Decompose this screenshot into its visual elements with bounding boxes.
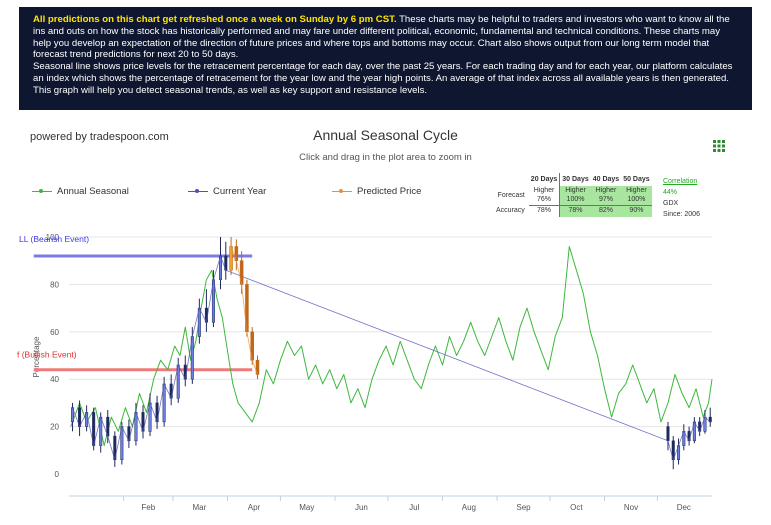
header-50-days: 50 Days bbox=[623, 176, 650, 183]
annual-seasonal-series bbox=[70, 246, 713, 447]
x-tick-label: Dec bbox=[677, 503, 691, 512]
level-lines: LL (Bearish Event) f (Bullish Event) bbox=[17, 234, 253, 372]
current-year-series bbox=[71, 237, 712, 470]
x-tick-label: Jun bbox=[355, 503, 368, 512]
y-tick-label: 0 bbox=[55, 470, 60, 479]
x-axis: Feb Mar Apr May Jun Jul Aug Sep Oct Nov Dec bbox=[69, 495, 712, 512]
bullish-level-label: f (Bullish Event) bbox=[17, 350, 77, 360]
current-year-candle bbox=[708, 416, 712, 423]
predicted-price-series bbox=[229, 237, 260, 380]
correlation-value: 44% bbox=[663, 189, 678, 196]
legend-line-icon bbox=[32, 188, 52, 193]
x-tick-label: May bbox=[299, 503, 314, 512]
forecast-row-label: Forecast bbox=[497, 191, 525, 199]
y-tick-label: 80 bbox=[50, 280, 59, 289]
bearish-level-label: LL (Bearish Event) bbox=[19, 234, 89, 244]
x-tick-label: Apr bbox=[248, 503, 261, 512]
x-tick-label: Oct bbox=[570, 503, 583, 512]
legend-label: Predicted Price bbox=[357, 186, 422, 197]
info-text-1: These charts may be helpful to traders a… bbox=[33, 14, 730, 61]
legend-line-icon bbox=[188, 188, 208, 193]
x-tick-label: Sep bbox=[516, 503, 531, 512]
predicted-candle-line bbox=[230, 246, 258, 375]
chart-title: Annual Seasonal Cycle bbox=[313, 127, 458, 143]
accuracy-cell: 90% bbox=[621, 205, 652, 217]
forecast-table: 20 Days 30 Days 40 Days 50 Days Forecast… bbox=[494, 173, 652, 217]
x-tick-label: Mar bbox=[192, 503, 206, 512]
legend-current-year[interactable]: Current Year bbox=[188, 186, 266, 197]
predicted-candle bbox=[229, 246, 233, 271]
legend-label: Annual Seasonal bbox=[57, 186, 129, 197]
since-label: Since: 2006 bbox=[663, 211, 700, 218]
forecast-cell: Higher 97% bbox=[590, 186, 622, 206]
legend-predicted-price[interactable]: Predicted Price bbox=[332, 186, 421, 197]
y-axis-label: Percentage bbox=[32, 336, 41, 377]
accuracy-cell: 82% bbox=[590, 205, 622, 217]
header-20-days: 20 Days bbox=[528, 173, 561, 186]
grid-lines bbox=[69, 236, 712, 428]
legend-line-icon bbox=[332, 188, 352, 193]
info-text-2: Seasonal line shows price levels for the… bbox=[33, 61, 733, 96]
x-tick-label: Jul bbox=[409, 503, 419, 512]
menu-grid-icon[interactable] bbox=[713, 140, 725, 152]
x-tick-label: Nov bbox=[624, 503, 638, 512]
x-tick-label: Aug bbox=[462, 503, 476, 512]
ticker-label: GDX bbox=[663, 200, 679, 207]
correlation-link[interactable]: Correlation bbox=[663, 178, 698, 185]
y-tick-label: 100 bbox=[46, 233, 60, 242]
forecast-cell: Higher 100% bbox=[621, 186, 652, 206]
legend-annual-seasonal[interactable]: Annual Seasonal bbox=[32, 186, 129, 197]
header-40-days: 40 Days bbox=[592, 176, 620, 183]
chart-subtitle: Click and drag in the plot area to zoom … bbox=[299, 152, 472, 163]
accuracy-cell: 78% bbox=[559, 205, 591, 217]
current-year-candle-line bbox=[72, 254, 711, 462]
forecast-cell: Higher 76% bbox=[528, 186, 561, 206]
info-box: All predictions on this chart get refres… bbox=[19, 7, 752, 110]
current-year-candle bbox=[666, 426, 670, 442]
legend-label: Current Year bbox=[213, 186, 267, 197]
powered-by[interactable]: powered by tradespoon.com bbox=[30, 131, 169, 143]
header-30-days: 30 Days bbox=[562, 176, 589, 183]
y-tick-label: 60 bbox=[50, 328, 59, 337]
y-axis: 0 20 40 60 80 100 bbox=[46, 233, 60, 479]
accuracy-cell: 78% bbox=[528, 205, 561, 217]
forecast-cell: Higher 100% bbox=[559, 186, 591, 206]
correlation-box: Correlation 44% GDX Since: 2006 bbox=[663, 176, 700, 220]
accuracy-row-label: Accuracy bbox=[496, 206, 525, 214]
annual-seasonal-line bbox=[70, 246, 713, 447]
y-tick-label: 20 bbox=[50, 423, 59, 432]
x-tick-label: Feb bbox=[141, 503, 155, 512]
info-highlight: All predictions on this chart get refres… bbox=[33, 14, 397, 25]
y-tick-label: 40 bbox=[50, 375, 59, 384]
